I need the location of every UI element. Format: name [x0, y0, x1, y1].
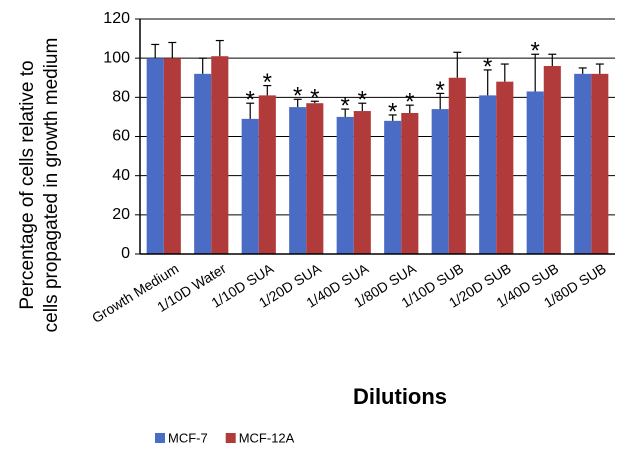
bar	[289, 107, 307, 254]
error-bar	[215, 39, 224, 57]
significance-marker: *	[358, 87, 367, 114]
bar	[479, 95, 497, 254]
error-bar	[531, 53, 540, 92]
significance-marker: *	[293, 83, 302, 110]
bar	[496, 81, 514, 255]
error-bar	[246, 102, 255, 119]
legend-label: MCF-7	[168, 430, 208, 445]
significance-marker: *	[341, 92, 350, 119]
error-bar	[168, 41, 177, 59]
bar	[306, 103, 324, 254]
significance-marker: *	[436, 77, 445, 104]
bar	[336, 116, 354, 255]
y-tick-label: 120	[103, 10, 130, 27]
error-bar	[151, 43, 160, 59]
y-axis-title: Percentage of cells relative to cells pr…	[17, 38, 62, 333]
bar	[574, 73, 592, 254]
error-bar	[388, 114, 397, 121]
error-bar	[500, 63, 509, 82]
y-tick-label: 60	[112, 128, 130, 145]
bar	[211, 56, 229, 255]
error-bar	[483, 69, 492, 96]
significance-marker: *	[246, 87, 255, 114]
error-bar	[578, 67, 587, 74]
legend-swatch	[155, 433, 165, 443]
bar	[591, 73, 609, 254]
error-bar	[310, 100, 319, 104]
y-tick-label: 80	[112, 89, 130, 106]
bar	[194, 73, 212, 254]
bar	[258, 95, 276, 254]
bar	[526, 91, 544, 254]
bar	[146, 58, 164, 254]
x-axis-title: Dilutions	[353, 384, 447, 409]
error-bar	[436, 92, 445, 110]
legend-swatch	[225, 433, 236, 443]
significance-marker: *	[405, 89, 414, 116]
bar	[448, 77, 466, 254]
error-bar	[198, 57, 207, 74]
bar	[401, 113, 419, 254]
y-tick-label: 40	[112, 167, 130, 184]
bar	[543, 66, 561, 254]
error-bar	[595, 63, 604, 74]
error-bar	[358, 102, 367, 112]
error-bar	[293, 98, 302, 108]
error-bar	[548, 53, 557, 66]
significance-marker: *	[310, 85, 319, 112]
error-bar	[453, 51, 462, 78]
bar	[353, 111, 371, 255]
bar	[384, 120, 402, 254]
y-axis-title-line: cells propagated in growth medium	[41, 38, 62, 333]
y-axis-title-line: Percentage of cells relative to	[17, 60, 38, 309]
significance-marker: *	[263, 69, 272, 96]
significance-marker: *	[388, 98, 397, 125]
significance-marker: *	[531, 38, 540, 65]
bar	[241, 118, 259, 254]
bar	[431, 109, 449, 254]
y-tick-label: 0	[121, 245, 130, 262]
bar	[163, 58, 181, 254]
significance-marker: *	[483, 53, 492, 80]
error-bar	[405, 104, 414, 113]
error-bar	[341, 108, 350, 117]
y-tick-label: 100	[103, 49, 130, 66]
error-bar	[263, 84, 272, 96]
legend-label: MCF-12A	[239, 430, 295, 445]
y-tick-label: 20	[112, 206, 130, 223]
